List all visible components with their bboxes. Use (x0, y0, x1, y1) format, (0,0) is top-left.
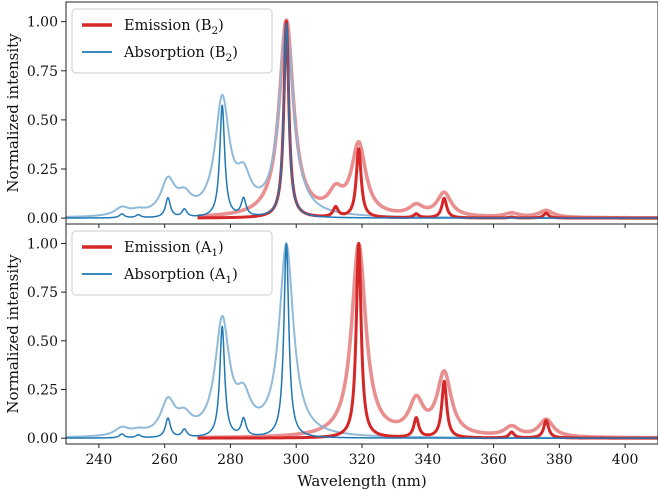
legend-label-text: Absorption (A (123, 267, 226, 283)
x-axis-label: Wavelength (nm) (297, 472, 426, 490)
y-tick-label: 0.00 (27, 211, 58, 227)
legend-box (71, 230, 273, 296)
legend-label-tail: ) (232, 267, 238, 283)
x-tick-label: 340 (414, 452, 441, 468)
legend-label-tail: ) (232, 45, 238, 61)
absorption-legend-label: Absorption (B2) (123, 45, 238, 64)
x-tick-label: 240 (86, 452, 113, 468)
absorption-sharp-line (66, 242, 658, 439)
x-tick-label: 260 (151, 452, 178, 468)
y-tick-label: 0.75 (27, 64, 58, 80)
emission-legend-label: Emission (B2) (124, 18, 224, 37)
legend-label-subscript: 2 (211, 25, 218, 37)
legend-label-text: Absorption (B (123, 45, 226, 61)
y-tick-label: 1.00 (27, 236, 58, 252)
x-tick-label: 360 (480, 452, 507, 468)
top-panel: 0.00 0.25 0.50 0.75 1.00 Normalized intensity… (4, 1, 658, 228)
emission-legend-label: Emission (A1) (124, 240, 224, 259)
y-tick-label: 0.25 (27, 162, 58, 178)
y-tick-label: 0.00 (27, 431, 58, 447)
emission-broad-line (196, 242, 658, 440)
legend-label-subscript: 1 (211, 247, 218, 259)
legend-label-text: Emission (B (124, 18, 211, 34)
x-tick-label: 300 (283, 452, 310, 468)
y-tick-label: 0.50 (27, 113, 58, 129)
legend-label-text: Emission (A (124, 240, 212, 256)
legend-label-subscript: 2 (226, 52, 233, 64)
bottom-panel: 0.00 0.25 0.50 0.75 1.00 240 260 280 300 320 340 36… (4, 223, 658, 468)
y-tick-label: 1.00 (27, 15, 58, 31)
y-tick-label: 0.50 (27, 334, 58, 350)
plot-area (66, 241, 658, 440)
absorption-legend-label: Absorption (A1) (123, 267, 238, 286)
legend-label-tail: ) (218, 240, 224, 256)
y-tick-label: 0.25 (27, 382, 58, 398)
legend-label-subscript: 1 (225, 274, 232, 286)
y-axis-label: Normalized intensity (4, 33, 22, 193)
x-tick-label: 400 (612, 452, 639, 468)
plot-area (66, 18, 658, 220)
y-axis-label: Normalized intensity (4, 254, 22, 414)
legend-label-tail: ) (218, 18, 224, 34)
x-tick-label: 280 (217, 452, 244, 468)
absorption-sharp-line (66, 22, 658, 219)
x-tick-label: 320 (349, 452, 376, 468)
x-tick-label: 380 (546, 452, 573, 468)
y-tick-label: 0.75 (27, 285, 58, 301)
legend-box (71, 8, 273, 74)
